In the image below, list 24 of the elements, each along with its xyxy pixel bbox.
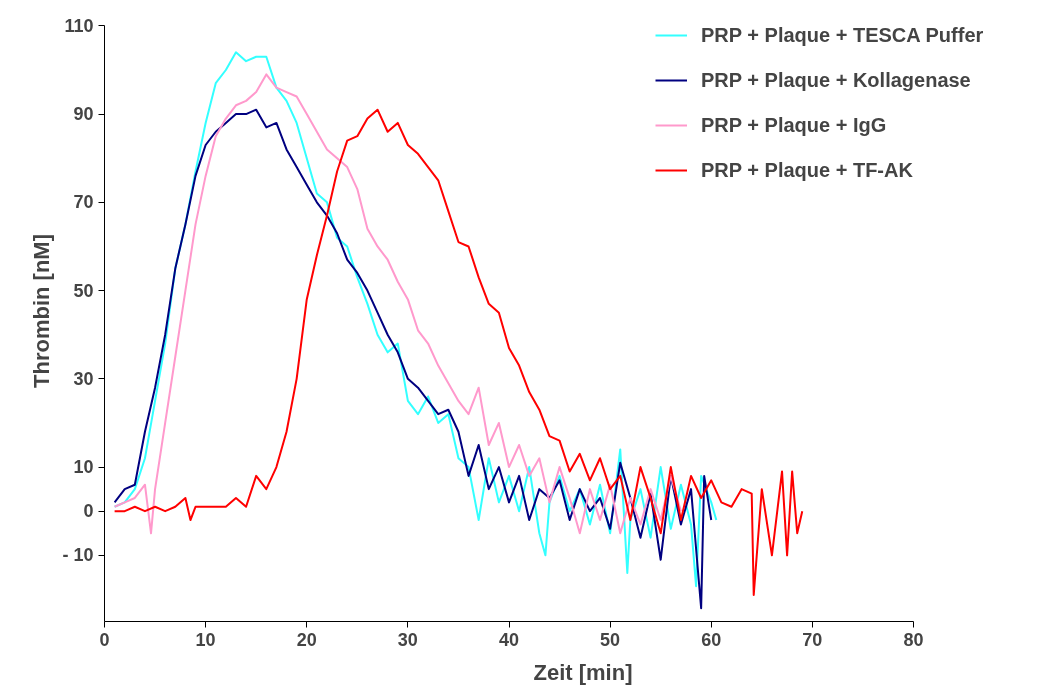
x-tick-label: 20: [296, 629, 317, 650]
y-axis-title: Thrombin [nM]: [29, 234, 55, 388]
line-series: [113, 73, 682, 535]
y-tick-label: 0: [83, 501, 94, 522]
x-tick-label: 10: [195, 629, 216, 650]
y-tick-label: 110: [64, 15, 94, 36]
y-tick-label: 10: [73, 457, 94, 478]
y-tick-label: - 10: [62, 545, 94, 566]
y-tick-label: 90: [73, 104, 94, 125]
x-tick-label: 40: [498, 629, 520, 650]
legend-label: PRP + Plaque + IgG: [701, 112, 887, 138]
legend-label: PRP + Plaque + Kollagenase: [701, 67, 971, 93]
x-tick-label: 50: [600, 629, 621, 650]
x-axis-title: Zeit [min]: [533, 659, 633, 685]
legend-label: PRP + Plaque + TF-AK: [701, 157, 913, 183]
x-tick-label: 0: [99, 629, 110, 650]
y-tick-label: 70: [73, 192, 94, 213]
x-tick-label: 80: [903, 629, 924, 650]
y-tick-label: 50: [73, 280, 94, 301]
x-tick-label: 60: [701, 629, 722, 650]
x-tick-label: 30: [397, 629, 418, 650]
y-tick-label: 30: [73, 368, 94, 389]
x-tick-label: 70: [802, 629, 823, 650]
legend-label: PRP + Plaque + TESCA Puffer: [701, 22, 984, 48]
